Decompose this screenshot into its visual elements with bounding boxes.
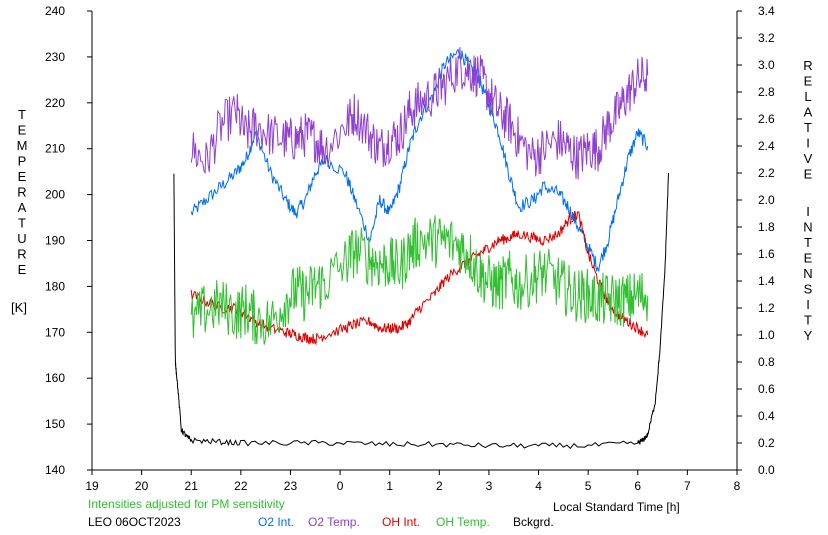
- y-left-tick-label: 200: [45, 188, 65, 202]
- legend-oh-int: OH Int.: [382, 515, 421, 529]
- x-tick-label: 7: [684, 479, 691, 493]
- y-right-title-letter: T: [804, 235, 812, 250]
- y-left-title-letter: E: [18, 169, 27, 184]
- y-left-tick-label: 230: [45, 50, 65, 64]
- y-right-tick-label: 2.8: [758, 85, 775, 99]
- y-right-tick-label: 1.4: [758, 274, 775, 288]
- x-tick-label: 20: [135, 479, 149, 493]
- y-left-tick-label: 240: [45, 4, 65, 18]
- station-date-label: LEO 06OCT2023: [88, 515, 181, 529]
- series-layer: [173, 47, 669, 450]
- series-line-o2-int: [190, 48, 649, 273]
- y-right-title-letter: S: [804, 282, 813, 297]
- y-right-tick-label: 1.8: [758, 220, 775, 234]
- y-right-tick-label: 1.2: [758, 301, 775, 315]
- y-right-tick-label: 1.0: [758, 328, 775, 342]
- y-right-tick-label: 3.0: [758, 58, 775, 72]
- y-left-tick-label: 160: [45, 371, 65, 385]
- x-tick-label: 4: [535, 479, 542, 493]
- y-right-title-letter: T: [804, 120, 812, 135]
- y-right-title-letter: A: [804, 105, 813, 120]
- y-right-tick-label: 0.8: [758, 355, 775, 369]
- series-line-oh-temp: [190, 215, 649, 345]
- y-right-tick-label: 1.6: [758, 247, 775, 261]
- y-left-unit: [K]: [11, 300, 27, 315]
- y-right-title-letter: E: [804, 167, 813, 182]
- y-left-tick-label: 180: [45, 279, 65, 293]
- y-right-title-letter: E: [804, 251, 813, 266]
- y-left-title-letter: M: [17, 138, 28, 153]
- y-right-title-letter: I: [806, 136, 810, 151]
- y-right-tick-label: 3.4: [758, 4, 775, 18]
- x-tick-label: 21: [185, 479, 199, 493]
- series-line-bckgrd: [173, 172, 669, 450]
- legend-o2-temp: O2 Temp.: [308, 515, 360, 529]
- y-axis-left: 140 150 160 170 180 190 200 210 220 230 240: [45, 4, 92, 477]
- y-left-title-letter: R: [17, 247, 26, 262]
- y-right-tick-label: 2.0: [758, 193, 775, 207]
- x-tick-label: 0: [337, 479, 344, 493]
- y-left-title-letter: A: [18, 200, 27, 215]
- y-right-title-letter: V: [804, 151, 813, 166]
- y-left-title-letter: T: [18, 216, 26, 231]
- y-left-title-letter: P: [18, 154, 27, 169]
- x-tick-label: 22: [234, 479, 248, 493]
- y-right-title-letter: Y: [804, 328, 813, 343]
- y-right-tick-label: 0.2: [758, 436, 775, 450]
- series-line-o2-temp: [190, 47, 649, 180]
- y-left-title-letter: R: [17, 185, 26, 200]
- y-right-title-letter: I: [806, 297, 810, 312]
- y-left-tick-label: 190: [45, 234, 65, 248]
- y-left-title-letter: E: [18, 123, 27, 138]
- y-left-tick-label: 220: [45, 96, 65, 110]
- y-right-tick-label: 2.6: [758, 112, 775, 126]
- y-right-tick-label: 2.4: [758, 139, 775, 153]
- x-tick-label: 19: [85, 479, 99, 493]
- y-right-title-letter: N: [803, 220, 812, 235]
- y-right-tick-label: 3.2: [758, 31, 775, 45]
- y-right-title-letter: L: [804, 89, 811, 104]
- y-axis-right: 0.0 0.2 0.4 0.6 0.8 1.0 1.2 1.4 1.6 1.8 2.0 2.2 2.4 2…: [737, 4, 775, 477]
- y-left-title-letter: U: [17, 231, 26, 246]
- x-tick-label: 6: [634, 479, 641, 493]
- x-tick-label: 3: [486, 479, 493, 493]
- y-right-tick-label: 0.6: [758, 382, 775, 396]
- y-left-title-letter: T: [18, 107, 26, 122]
- y-right-title-letter: R: [803, 58, 812, 73]
- y-right-title-letter: E: [804, 74, 813, 89]
- y-right-title-letter: N: [803, 266, 812, 281]
- legend-o2-int: O2 Int.: [258, 515, 295, 529]
- y-right-tick-label: 0.0: [758, 463, 775, 477]
- y-left-tick-label: 210: [45, 142, 65, 156]
- y-left-tick-label: 140: [45, 463, 65, 477]
- y-right-title-letter: T: [804, 313, 812, 328]
- y-right-tick-label: 0.4: [758, 409, 775, 423]
- y-left-tick-label: 150: [45, 417, 65, 431]
- sensitivity-note: Intensities adjusted for PM sensitivity: [88, 497, 285, 511]
- x-tick-label: 5: [585, 479, 592, 493]
- y-left-tick-label: 170: [45, 325, 65, 339]
- y-right-title-letter: I: [806, 204, 810, 219]
- x-tick-label: 23: [284, 479, 298, 493]
- y-left-title-letter: E: [18, 262, 27, 277]
- legend-background: Bckgrd.: [513, 515, 554, 529]
- series-line-oh-int: [190, 210, 649, 346]
- x-axis: 19 20 21 22 23 0 1 2 3 4 5 6 7 8: [85, 470, 741, 493]
- x-tick-label: 2: [436, 479, 443, 493]
- legend-oh-temp: OH Temp.: [436, 515, 490, 529]
- x-tick-label: 8: [734, 479, 741, 493]
- x-tick-label: 1: [386, 479, 393, 493]
- y-right-tick-label: 2.2: [758, 166, 775, 180]
- x-axis-title: Local Standard Time [h]: [553, 500, 680, 514]
